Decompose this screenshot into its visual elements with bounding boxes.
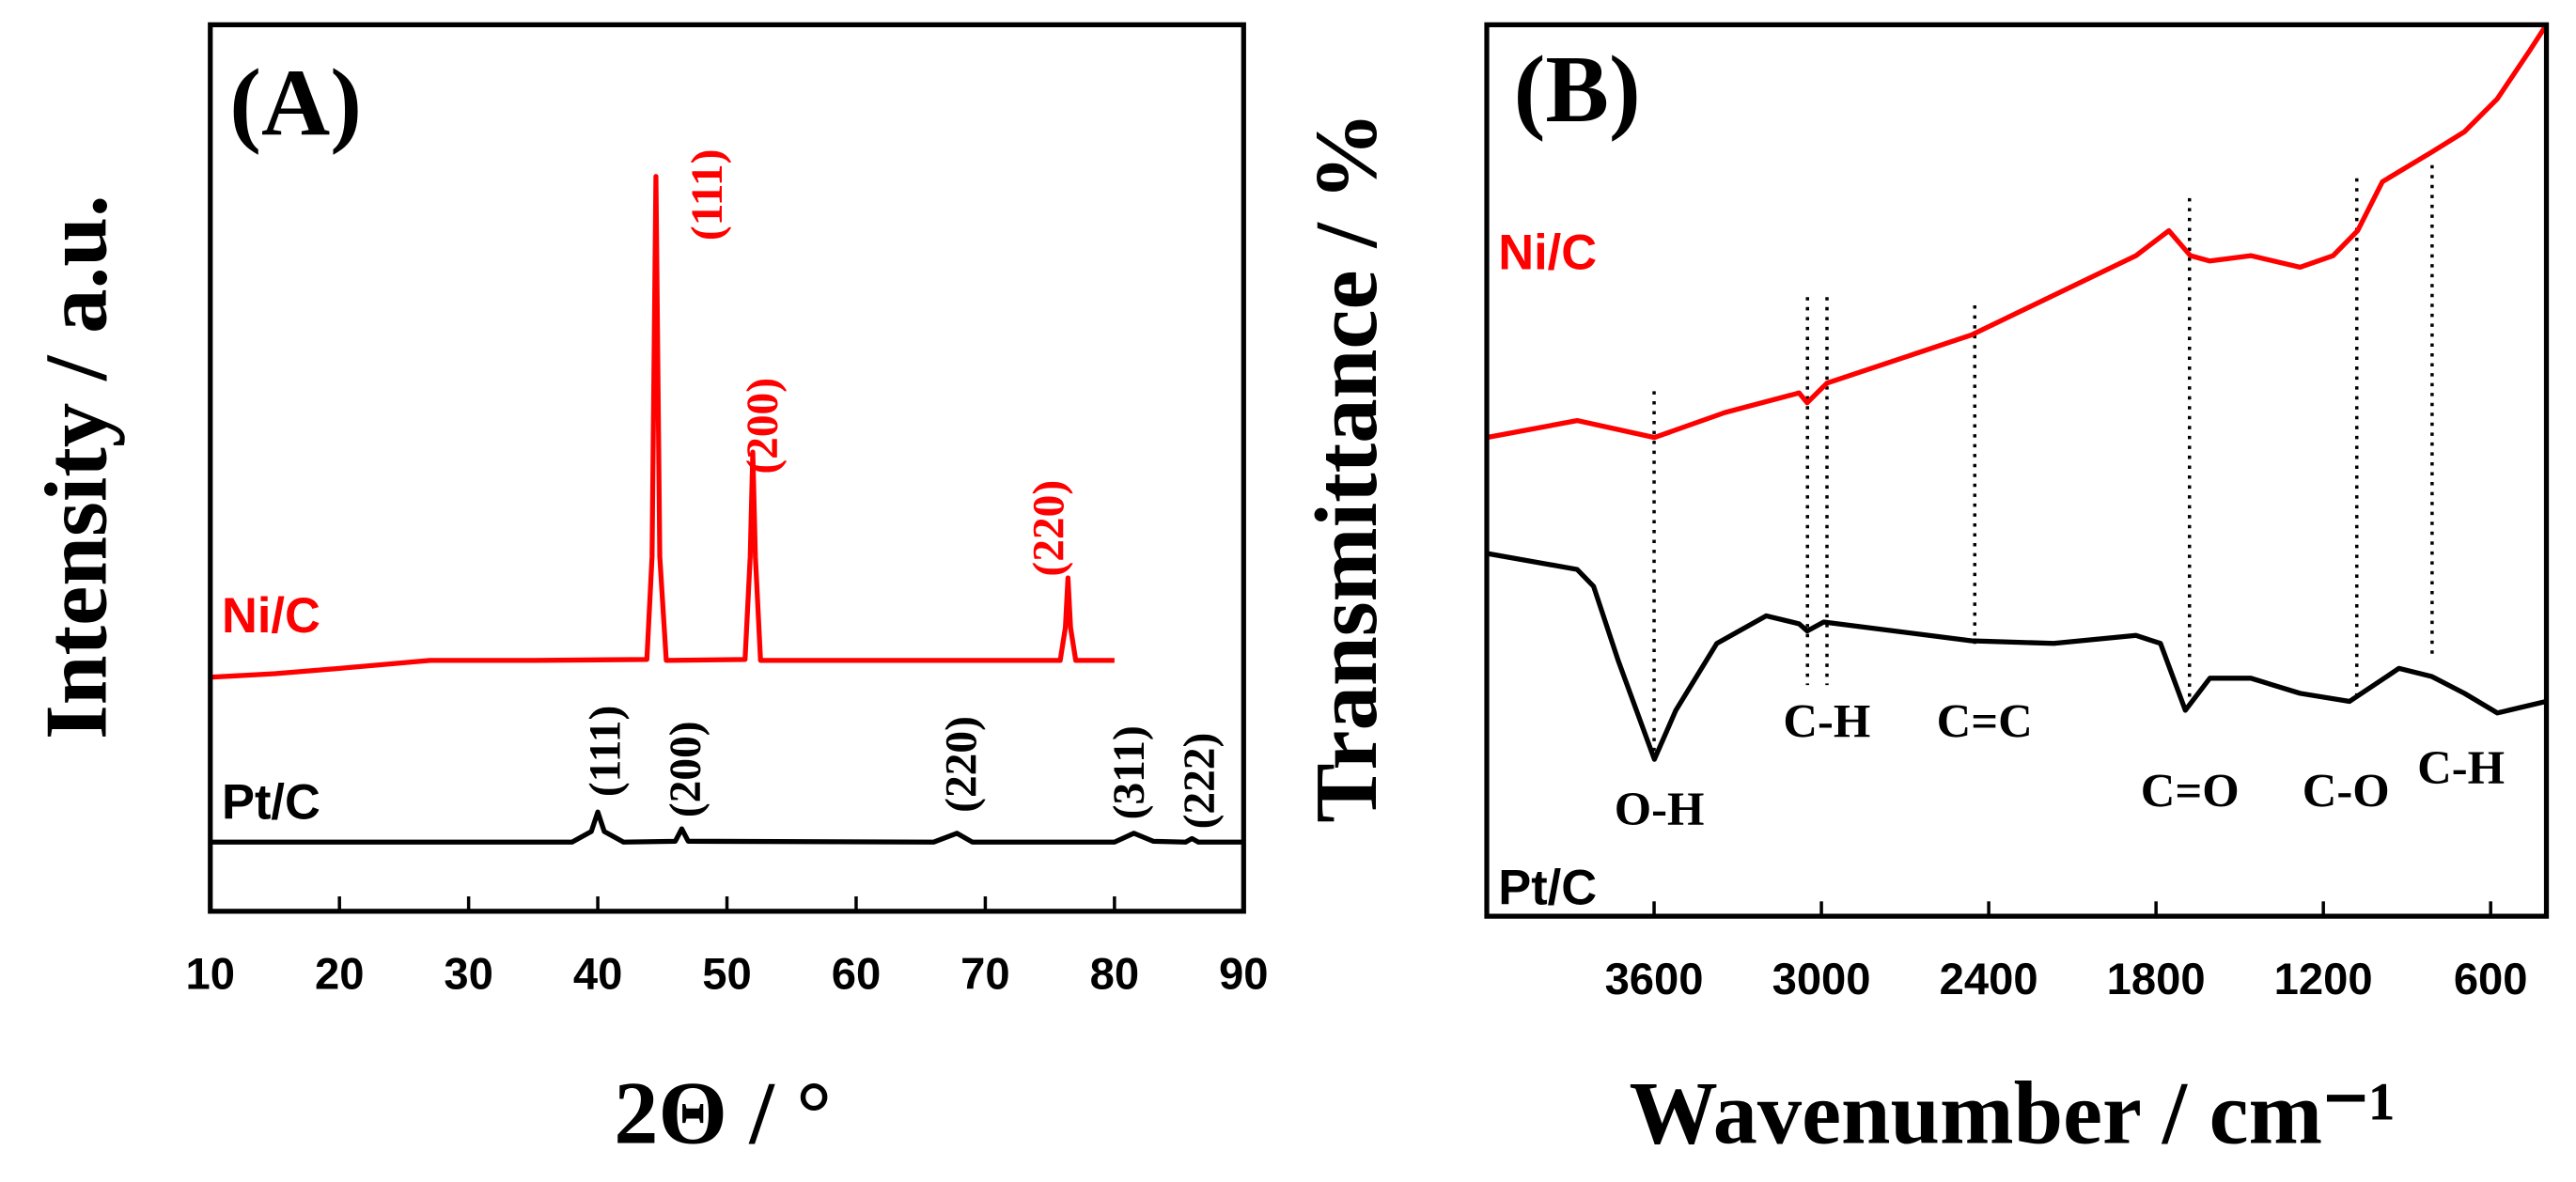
- annotation: (200): [739, 378, 788, 474]
- x-tick-label: 3600: [1605, 955, 1704, 1004]
- x-tick-label: 40: [573, 950, 622, 1000]
- x-tick-label: 90: [1219, 950, 1268, 1000]
- x-axis-title: Wavenumber / cm⁻¹: [1630, 1065, 2396, 1162]
- x-tick-label: 1200: [2274, 955, 2373, 1004]
- annotation: C-O: [2303, 764, 2390, 817]
- series-label: Ni/C: [222, 588, 320, 644]
- y-axis-title: Transmittance / %: [1298, 112, 1396, 823]
- annotation: (200): [662, 721, 710, 817]
- x-tick-label: 2400: [1940, 955, 2038, 1004]
- x-tick-label: 10: [186, 950, 235, 1000]
- x-tick-label: 30: [444, 950, 492, 1000]
- x-tick-label: 1800: [2107, 955, 2206, 1004]
- annotation: (311): [1105, 725, 1154, 819]
- annotation: C-H: [1783, 695, 1870, 748]
- annotation: O-H: [1615, 783, 1705, 835]
- series-label: Pt/C: [1498, 861, 1597, 916]
- series-label: Pt/C: [222, 774, 320, 830]
- plot-frame: [1484, 22, 2550, 919]
- panel-label: (B): [1514, 36, 1641, 142]
- x-tick-label: 20: [315, 950, 364, 1000]
- x-tick-label: 3000: [1772, 955, 1871, 1004]
- annotation: (220): [1024, 480, 1073, 577]
- x-tick-label: 60: [832, 950, 881, 1000]
- data-line: [1486, 551, 2548, 762]
- x-axis-title: 2Θ / °: [614, 1065, 832, 1162]
- series-label: Ni/C: [1498, 225, 1597, 280]
- annotation: (111): [683, 149, 732, 241]
- x-tick-label: 80: [1090, 950, 1139, 1000]
- annotation: (222): [1176, 733, 1225, 830]
- x-tick-label: 600: [2454, 955, 2528, 1004]
- annotation: C-H: [2417, 741, 2505, 794]
- annotation: C=O: [2141, 764, 2240, 817]
- panel-label: (A): [229, 49, 362, 155]
- data-line: [1486, 23, 2549, 441]
- data-line: [210, 809, 1244, 845]
- x-tick-label: 50: [702, 950, 751, 1000]
- x-tick-label: 70: [960, 950, 1009, 1000]
- annotation: (111): [581, 706, 630, 797]
- y-axis-title: Intensity / a.u.: [28, 194, 126, 739]
- data-line: [210, 174, 1115, 680]
- annotation: (220): [938, 716, 987, 813]
- annotation: C=C: [1937, 695, 2033, 748]
